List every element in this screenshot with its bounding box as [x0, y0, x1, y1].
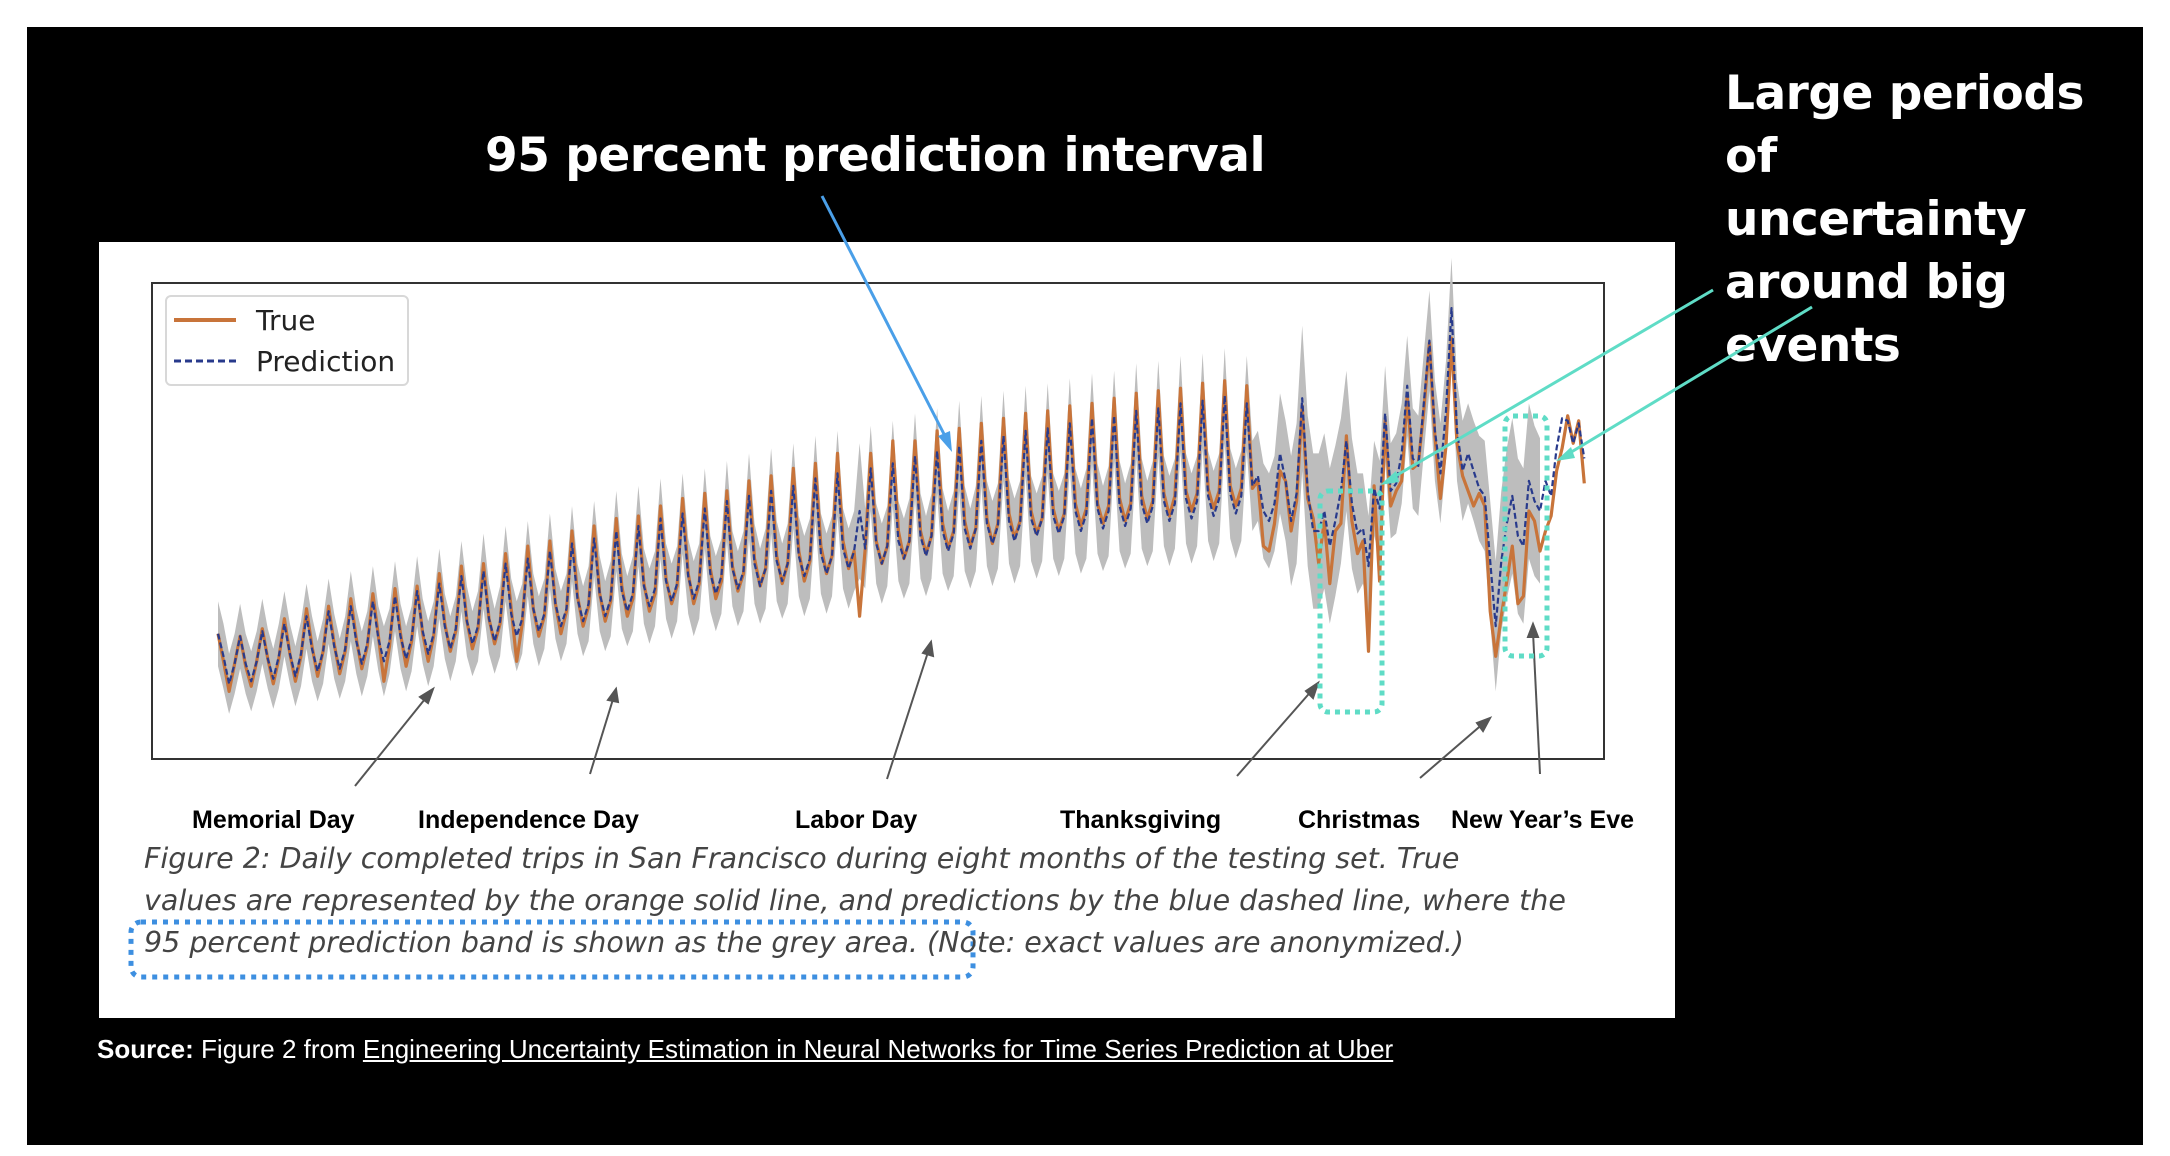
figure-caption: Figure 2: Daily completed trips in San F… [144, 838, 1674, 964]
christmas-arrowhead [1475, 716, 1493, 733]
thanksgiving-arrow [1236, 687, 1315, 777]
caption-note-text: (Note: exact values are anonymized.) [927, 926, 1464, 959]
prediction-series-line [216, 307, 1586, 685]
source-line: Source: Figure 2 from Engineering Uncert… [97, 1034, 1393, 1065]
prediction-series-layer [216, 307, 1586, 685]
event-label-labor-day: Labor Day [795, 806, 918, 834]
event-label-thanksgiving: Thanksgiving [1060, 806, 1222, 834]
interval-arrowhead [938, 431, 952, 452]
caption-band-text: 95 percent prediction band is shown as t… [144, 926, 918, 959]
uncertainty-arrow-newyear [1567, 305, 1813, 456]
legend-prediction-label: Prediction [256, 345, 395, 378]
independence-day-arrow [589, 695, 615, 775]
caption-line-2: values are represented by the orange sol… [144, 884, 1566, 917]
uncertainty-arrow-newyear-head [1556, 447, 1575, 461]
labor-day-arrow [886, 648, 930, 780]
caption-band-highlight-box [128, 919, 976, 980]
memorial-day-arrowhead [418, 686, 435, 705]
uncertainty-heading-line-2: uncertainty [1725, 192, 2027, 247]
source-paper-link[interactable]: Engineering Uncertainty Estimation in Ne… [362, 1034, 1394, 1064]
uncertainty-heading: Large periods of uncertainty around big … [1725, 62, 2145, 377]
independence-day-arrowhead [606, 686, 620, 704]
event-label-independence-day: Independence Day [418, 806, 639, 834]
uncertainty-heading-line-4: events [1725, 318, 1901, 373]
caption-line-3: 95 percent prediction band is shown as t… [144, 922, 1674, 964]
event-arrows [354, 621, 1541, 787]
memorial-day-arrow [354, 693, 430, 787]
legend-true-label: True [255, 304, 315, 337]
christmas-highlight-box [1317, 488, 1385, 715]
source-text: Figure 2 from [201, 1034, 356, 1064]
labor-day-arrowhead [921, 639, 935, 658]
event-label-christmas: Christmas [1298, 806, 1421, 834]
annotation-arrows [820, 195, 1813, 485]
uncertainty-arrow-christmas [1391, 288, 1714, 480]
interval-arrow [820, 195, 948, 439]
prediction-band-layer [218, 257, 1540, 714]
legend: True Prediction [165, 295, 409, 386]
christmas-arrow [1419, 721, 1486, 779]
event-label-memorial-day: Memorial Day [192, 806, 355, 834]
event-label-new-years-eve: New Year’s Eve [1451, 806, 1635, 834]
uncertainty-heading-line-1: Large periods of [1725, 66, 2084, 184]
new-years-highlight-box [1502, 413, 1550, 659]
plot-frame [151, 282, 1605, 760]
new-years-eve-arrowhead [1526, 621, 1540, 638]
source-prefix: Source: [97, 1034, 194, 1064]
uncertainty-arrow-christmas-head [1380, 471, 1399, 485]
uncertainty-heading-line-3: around big [1725, 255, 2008, 310]
prediction-interval-heading: 95 percent prediction interval [485, 128, 1266, 183]
prediction-band [218, 257, 1540, 714]
caption-line-1: Figure 2: Daily completed trips in San F… [144, 842, 1460, 875]
thanksgiving-arrowhead [1304, 680, 1320, 700]
new-years-eve-arrow [1532, 631, 1541, 775]
